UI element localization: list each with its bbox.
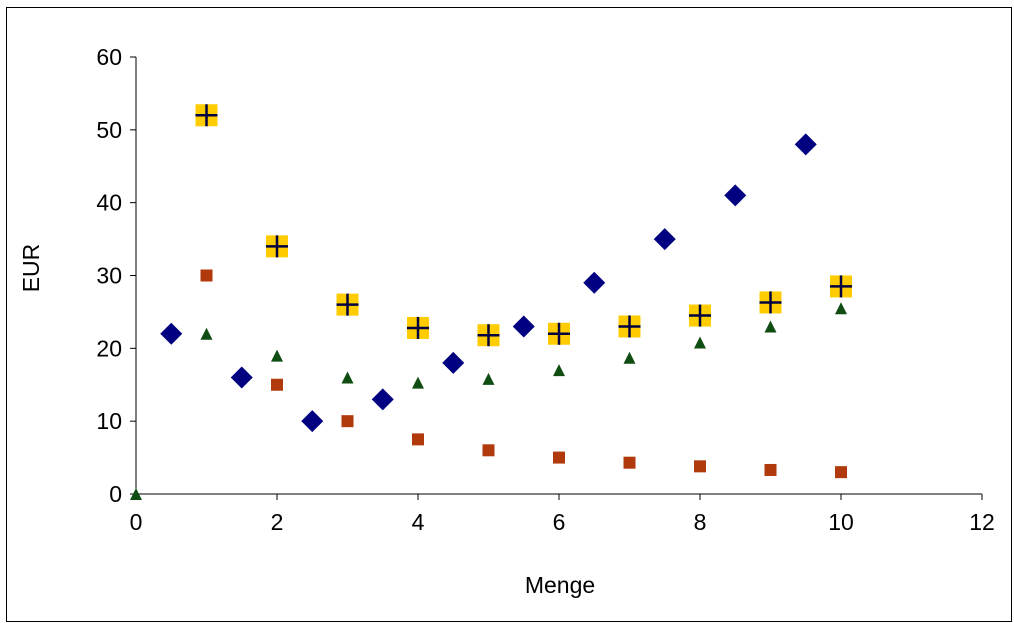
diamond-point	[160, 322, 183, 345]
square-point	[694, 460, 706, 473]
y-tick-label: 40	[96, 190, 122, 216]
x-tick-label: 8	[694, 509, 707, 535]
series-3	[130, 302, 847, 500]
data-marks	[130, 104, 852, 500]
triangle-point	[835, 302, 847, 315]
chart-frame: 0 10 20 30 40 50 60 0 2 4 6 8 10 12 Menge EUR	[6, 7, 1012, 622]
x-tick-label: 12	[969, 509, 995, 535]
square-point	[271, 378, 283, 391]
square-point	[200, 269, 213, 282]
x-tick-label: 0	[130, 509, 143, 535]
triangle-point	[694, 336, 706, 349]
triangle-point	[764, 320, 777, 333]
y-tick-label: 0	[109, 481, 122, 507]
series-1	[160, 133, 817, 433]
triangle-point	[482, 372, 495, 385]
diamond-point	[442, 351, 465, 374]
triangle-point	[412, 376, 424, 389]
triangle-point	[341, 371, 354, 384]
triangle-point	[553, 364, 565, 377]
triangle-point	[623, 351, 636, 364]
series-2	[200, 269, 847, 479]
y-tick-label: 20	[96, 335, 122, 361]
square-plus-point	[689, 304, 711, 327]
square-plus-point	[548, 322, 570, 345]
triangle-point	[200, 327, 213, 340]
series-4	[195, 104, 852, 347]
square-point	[553, 451, 565, 464]
square-point	[764, 463, 777, 476]
square-point	[482, 444, 495, 457]
diamond-point	[371, 388, 394, 411]
diamond-point	[653, 228, 676, 251]
square-point	[623, 456, 636, 469]
y-tick-label: 50	[96, 117, 122, 143]
diamond-point	[230, 366, 253, 389]
square-point	[412, 433, 424, 446]
x-tick-label: 10	[828, 509, 854, 535]
scatter-chart: 0 10 20 30 40 50 60 0 2 4 6 8 10 12 Menge EUR	[18, 44, 995, 598]
x-tick-label: 6	[553, 509, 566, 535]
square-plus-point	[407, 316, 429, 339]
square-point	[835, 466, 847, 479]
y-tick-label: 10	[96, 408, 122, 434]
diamond-point	[583, 271, 606, 294]
diamond-point	[794, 133, 817, 156]
square-plus-point	[759, 291, 782, 314]
x-axis-title: Menge	[525, 572, 595, 598]
axes: 0 10 20 30 40 50 60 0 2 4 6 8 10 12	[96, 44, 994, 535]
y-tick-label: 60	[96, 44, 122, 70]
y-tick-label: 30	[96, 263, 122, 289]
triangle-point	[271, 349, 283, 362]
diamond-point	[724, 184, 747, 207]
square-plus-point	[618, 315, 641, 338]
diamond-point	[301, 410, 324, 433]
square-plus-point	[195, 104, 218, 127]
x-tick-label: 2	[271, 509, 284, 535]
square-plus-point	[830, 275, 852, 298]
triangle-point	[130, 488, 142, 500]
square-plus-point	[266, 235, 288, 258]
square-plus-point	[477, 324, 500, 347]
diamond-point	[512, 315, 535, 338]
x-tick-label: 4	[412, 509, 425, 535]
square-plus-point	[336, 293, 359, 316]
square-point	[341, 415, 354, 428]
y-axis-title: EUR	[18, 244, 44, 293]
